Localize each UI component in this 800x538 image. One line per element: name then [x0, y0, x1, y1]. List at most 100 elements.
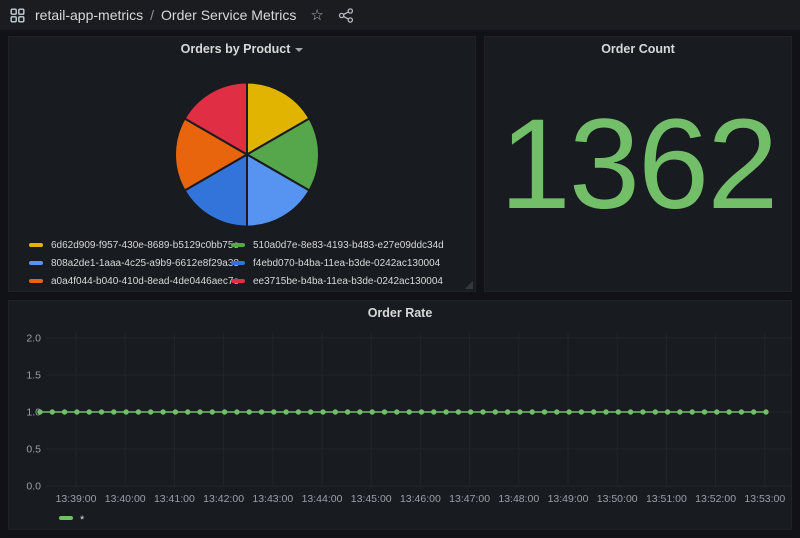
- legend-marker: [231, 279, 245, 283]
- series-point: [493, 409, 498, 414]
- legend-marker: [29, 261, 43, 265]
- series-legend-item[interactable]: *: [59, 514, 85, 526]
- breadcrumb-dashboard-title[interactable]: Order Service Metrics: [161, 7, 296, 23]
- panel-title-orders-by-product[interactable]: Orders by Product: [9, 37, 475, 61]
- series-point: [62, 409, 67, 414]
- series-point: [259, 409, 264, 414]
- series-point: [702, 409, 707, 414]
- series-point: [616, 409, 621, 414]
- series-point: [308, 409, 313, 414]
- pie-legend: 6d62d909-f957-430e-8689-b5129c0bb75e510a…: [29, 239, 467, 287]
- series-point: [185, 409, 190, 414]
- series-point: [382, 409, 387, 414]
- series-point: [653, 409, 658, 414]
- legend-label: *: [80, 514, 85, 526]
- panel-title-text: Order Count: [601, 42, 675, 56]
- legend-marker: [29, 279, 43, 283]
- y-axis-tick-label: 1.5: [26, 370, 41, 382]
- share-icon[interactable]: [338, 8, 354, 23]
- series-point: [530, 409, 535, 414]
- legend-item[interactable]: 808a2de1-1aaa-4c25-a9b9-6612e8f29a38: [29, 257, 231, 269]
- series-point: [136, 409, 141, 414]
- top-navbar: retail-app-metrics / Order Service Metri…: [0, 0, 800, 30]
- series-point: [407, 409, 412, 414]
- apps-grid-icon[interactable]: [10, 8, 25, 23]
- series-point: [394, 409, 399, 414]
- series-point: [726, 409, 731, 414]
- series-point: [603, 409, 608, 414]
- series-point: [751, 409, 756, 414]
- legend-item[interactable]: a0a4f044-b040-410d-8ead-4de0446aec7e: [29, 275, 231, 287]
- x-axis-tick-label: 13:41:00: [154, 493, 195, 505]
- series-point: [123, 409, 128, 414]
- panel-order-count: Order Count 1362: [484, 36, 792, 292]
- series-point: [296, 409, 301, 414]
- series-point: [37, 409, 42, 414]
- pie-chart: [9, 61, 475, 239]
- series-point: [714, 409, 719, 414]
- x-axis-tick-label: 13:53:00: [744, 493, 785, 505]
- legend-item[interactable]: ee3715be-b4ba-11ea-b3de-0242ac130004: [231, 275, 467, 287]
- legend-label: 6d62d909-f957-430e-8689-b5129c0bb75e: [51, 240, 239, 251]
- x-axis-tick-label: 13:43:00: [252, 493, 293, 505]
- chevron-down-icon: [295, 48, 303, 52]
- panel-title-text: Order Rate: [368, 306, 433, 320]
- legend-label: a0a4f044-b040-410d-8ead-4de0446aec7e: [51, 276, 239, 287]
- panel-title-order-rate[interactable]: Order Rate: [9, 301, 791, 325]
- series-point: [690, 409, 695, 414]
- x-axis-tick-label: 13:40:00: [105, 493, 146, 505]
- series-point: [591, 409, 596, 414]
- order-rate-chart: 2.01.51.00.50.013:39:0013:40:0013:41:001…: [9, 325, 791, 529]
- series-point: [99, 409, 104, 414]
- series-point: [517, 409, 522, 414]
- x-axis-tick-label: 13:51:00: [646, 493, 687, 505]
- series-point: [271, 409, 276, 414]
- series-point: [160, 409, 165, 414]
- series-point: [419, 409, 424, 414]
- x-axis-tick-label: 13:44:00: [302, 493, 343, 505]
- x-axis-tick-label: 13:39:00: [56, 493, 97, 505]
- series-point: [357, 409, 362, 414]
- series-point: [234, 409, 239, 414]
- legend-label: 808a2de1-1aaa-4c25-a9b9-6612e8f29a38: [51, 258, 239, 269]
- series-point: [677, 409, 682, 414]
- panel-orders-by-product: Orders by Product 6d62d909-f957-430e-868…: [8, 36, 476, 292]
- legend-marker: [59, 516, 73, 520]
- x-axis-tick-label: 13:42:00: [203, 493, 244, 505]
- series-point: [505, 409, 510, 414]
- series-point: [665, 409, 670, 414]
- series-point: [443, 409, 448, 414]
- legend-item[interactable]: 6d62d909-f957-430e-8689-b5129c0bb75e: [29, 239, 231, 251]
- series-point: [480, 409, 485, 414]
- panel-title-order-count[interactable]: Order Count: [485, 37, 791, 61]
- series-point: [628, 409, 633, 414]
- legend-item[interactable]: f4ebd070-b4ba-11ea-b3de-0242ac130004: [231, 257, 467, 269]
- series-point: [370, 409, 375, 414]
- series-point: [640, 409, 645, 414]
- series-point: [554, 409, 559, 414]
- panel-order-rate: Order Rate 2.01.51.00.50.013:39:0013:40:…: [8, 300, 792, 530]
- series-point: [542, 409, 547, 414]
- series-point: [210, 409, 215, 414]
- x-axis-tick-label: 13:46:00: [400, 493, 441, 505]
- series-point: [197, 409, 202, 414]
- y-axis-tick-label: 0.0: [26, 481, 41, 493]
- legend-item[interactable]: 510a0d7e-8e83-4193-b483-e27e09ddc34d: [231, 239, 467, 251]
- series-point: [345, 409, 350, 414]
- series-point: [431, 409, 436, 414]
- series-point: [87, 409, 92, 414]
- series-point: [173, 409, 178, 414]
- y-axis-tick-label: 0.5: [26, 444, 41, 456]
- series-point: [74, 409, 79, 414]
- star-icon[interactable]: ☆: [310, 8, 323, 23]
- panel-resize-handle[interactable]: [464, 280, 473, 289]
- legend-label: f4ebd070-b4ba-11ea-b3de-0242ac130004: [253, 258, 440, 269]
- series-point: [111, 409, 116, 414]
- series-point: [283, 409, 288, 414]
- legend-marker: [231, 261, 245, 265]
- series-point: [456, 409, 461, 414]
- breadcrumb-folder[interactable]: retail-app-metrics: [35, 7, 143, 23]
- legend-label: ee3715be-b4ba-11ea-b3de-0242ac130004: [253, 276, 443, 287]
- series-point: [247, 409, 252, 414]
- series-point: [763, 409, 768, 414]
